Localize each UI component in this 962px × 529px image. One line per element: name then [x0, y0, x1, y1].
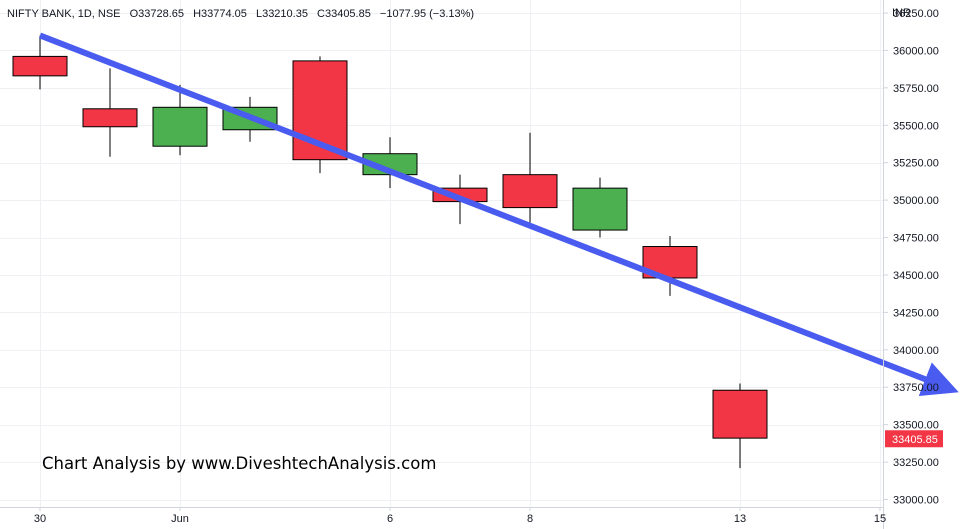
- y-tick-label: 35500.00: [893, 120, 939, 132]
- y-tick-label: 34750.00: [893, 233, 939, 245]
- candle-body-down: [12, 55, 68, 77]
- trendline-group[interactable]: [38, 32, 959, 397]
- close-value: C33405.85: [317, 8, 371, 20]
- price-axis[interactable]: 36250.00 36000.00 35750.00 35500.00 35250.00…: [884, 8, 939, 507]
- candle[interactable]: [292, 56, 348, 174]
- watermark-text: Chart Analysis by www.DiveshtechAnalysis…: [42, 454, 436, 473]
- x-tick-label: 30: [34, 513, 46, 525]
- candle-body-up: [362, 153, 418, 176]
- change-value: −1077.95 (−3.13%): [380, 8, 474, 20]
- symbol-label: NIFTY BANK, 1D, NSE: [7, 8, 121, 20]
- candle-body-down: [712, 389, 768, 439]
- candle[interactable]: [362, 137, 418, 189]
- y-tick-label: 35000.00: [893, 195, 939, 207]
- time-axis[interactable]: 30 Jun 6 8 13 15: [34, 507, 886, 525]
- high-value: H33774.05: [193, 8, 247, 20]
- y-tick-label: 33750.00: [893, 382, 939, 394]
- y-tick-label: 35250.00: [893, 158, 939, 170]
- candle[interactable]: [12, 35, 68, 90]
- x-tick-label: 15: [874, 513, 886, 525]
- y-tick-label: 36250.00: [893, 8, 939, 20]
- candle-body-down: [502, 174, 558, 209]
- y-tick-label: 36000.00: [893, 45, 939, 57]
- candle[interactable]: [82, 68, 138, 157]
- last-price-label: 33405.85: [892, 434, 938, 446]
- currency-label: INR: [892, 7, 911, 19]
- y-tick-label: 34500.00: [893, 270, 939, 282]
- candle-body-up: [152, 106, 208, 147]
- y-tick-label: 33250.00: [893, 457, 939, 469]
- chart-header: NIFTY BANK, 1D, NSE O33728.65 H33774.05 …: [7, 8, 474, 20]
- y-tick-label: 33000.00: [893, 495, 939, 507]
- candle-body-down: [82, 108, 138, 128]
- x-tick-label: 6: [387, 513, 393, 525]
- open-value: O33728.65: [130, 8, 184, 20]
- trendline-arrow[interactable]: [38, 32, 959, 397]
- candle[interactable]: [572, 177, 628, 238]
- low-value: L33210.35: [256, 8, 308, 20]
- y-tick-label: 34250.00: [893, 307, 939, 319]
- last-price-box: [885, 430, 943, 448]
- candle[interactable]: [152, 84, 208, 156]
- x-tick-label: 8: [527, 513, 533, 525]
- x-tick-label: 13: [734, 513, 746, 525]
- y-tick-label: 35750.00: [893, 83, 939, 95]
- candle[interactable]: [712, 383, 768, 469]
- candle-body-up: [572, 187, 628, 231]
- y-tick-label: 34000.00: [893, 345, 939, 357]
- last-price-marker: 33405.85: [885, 430, 943, 448]
- candles: [12, 35, 768, 469]
- y-tick-label: 33500.00: [893, 420, 939, 432]
- candle[interactable]: [502, 132, 558, 223]
- x-tick-label: Jun: [171, 513, 189, 525]
